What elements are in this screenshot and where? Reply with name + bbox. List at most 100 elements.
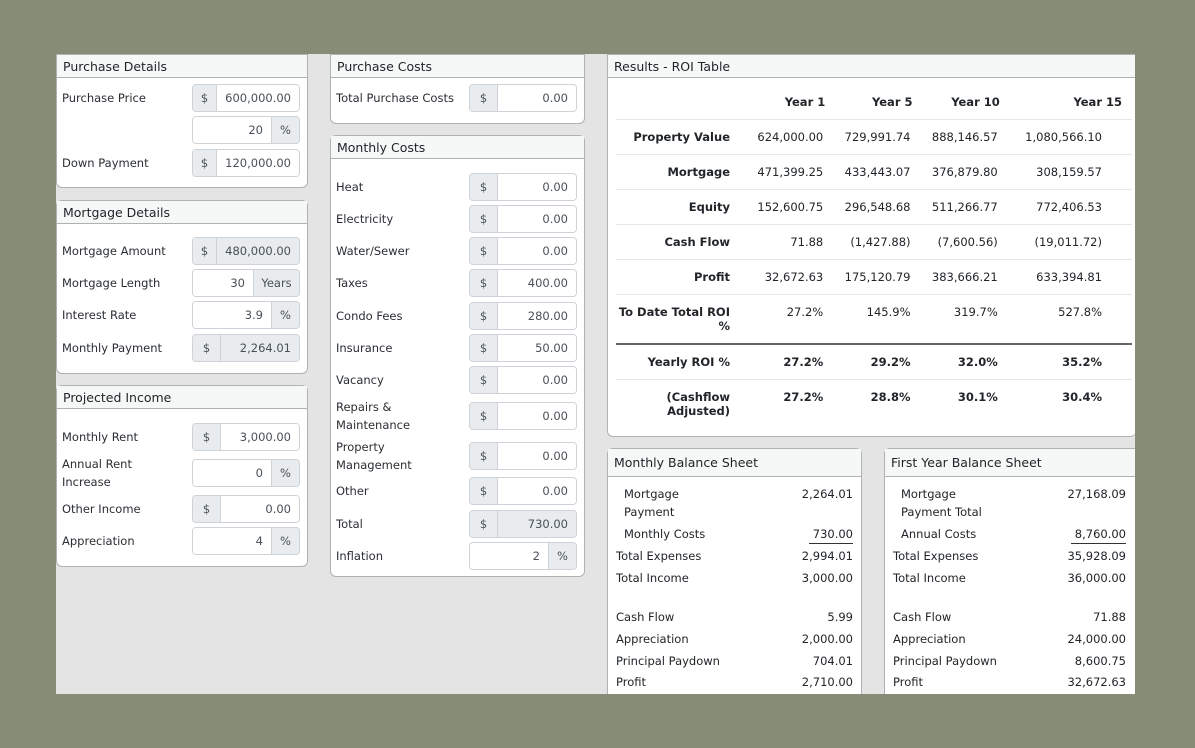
principal-paydown-value: 704.01 (812, 654, 853, 668)
down-payment-label: Down Payment (62, 156, 149, 170)
condo-fees-input[interactable]: $280.00 (469, 302, 577, 330)
roi-results-card: Results - ROI Table Year 1 Year 5 Year 1… (607, 54, 1135, 437)
other-income-input[interactable]: $ 0.00 (192, 495, 300, 523)
purchase-price-input[interactable]: $ 600,000.00 (192, 84, 300, 112)
profit-label: Profit (893, 675, 923, 689)
dollar-prefix: $ (193, 85, 218, 111)
insurance-input[interactable]: $50.00 (469, 334, 577, 362)
taxes-label: Taxes (336, 276, 368, 290)
cash-flow-value: 71.88 (1093, 610, 1126, 624)
dollar-prefix: $ (470, 174, 498, 200)
mortgage-payment-total-label: Mortgage Payment Total (901, 487, 982, 519)
table-cell: 28.8% (831, 378, 919, 429)
principal-paydown-value: 8,600.75 (1074, 654, 1126, 668)
vacancy-value[interactable]: 0.00 (498, 367, 576, 393)
row-label: Yearly ROI % (616, 343, 744, 379)
projected-income-card: Projected Income Monthly Rent $ 3,000.00… (56, 385, 308, 567)
mortgage-amount-label: Mortgage Amount (62, 244, 166, 258)
water-sewer-input[interactable]: $0.00 (469, 237, 577, 265)
other-cost-value[interactable]: 0.00 (498, 478, 576, 504)
taxes-value[interactable]: 400.00 (498, 270, 576, 296)
table-row: Mortgage 471,399.25 433,443.07 376,879.8… (616, 153, 1132, 189)
repairs-maintenance-value[interactable]: 0.00 (498, 403, 576, 429)
table-row: Profit 32,672.63 175,120.79 383,666.21 6… (616, 258, 1132, 294)
dollar-prefix: $ (193, 150, 218, 176)
appreciation-label: Appreciation (616, 632, 689, 646)
down-payment-percent-input[interactable]: 20 % (192, 116, 300, 144)
property-management-value[interactable]: 0.00 (498, 443, 576, 469)
other-cost-label: Other (336, 484, 369, 498)
profit-value: 2,710.00 (801, 675, 853, 689)
vacancy-input[interactable]: $0.00 (469, 366, 577, 394)
condo-fees-value[interactable]: 280.00 (498, 303, 576, 329)
repairs-maintenance-input[interactable]: $0.00 (469, 402, 577, 430)
roi-header-year15: Year 15 (1073, 94, 1122, 109)
percent-suffix: % (271, 460, 299, 486)
table-cell: 29.2% (831, 343, 919, 379)
table-row: Equity 152,600.75 296,548.68 511,266.77 … (616, 188, 1132, 224)
cash-flow-label: Cash Flow (893, 610, 952, 624)
heat-input[interactable]: $0.00 (469, 173, 577, 201)
annual-costs-label: Annual Costs (901, 527, 977, 541)
table-cell: 1,080,566.10 (1005, 118, 1132, 154)
heat-value[interactable]: 0.00 (498, 174, 576, 200)
electricity-input[interactable]: $0.00 (469, 205, 577, 233)
water-sewer-value[interactable]: 0.00 (498, 238, 576, 264)
annual-rent-increase-value[interactable]: 0 (193, 460, 271, 486)
mortgage-payment-value: 2,264.01 (801, 487, 853, 501)
inflation-input[interactable]: 2 % (469, 542, 577, 570)
roi-header-year5: Year 5 (871, 94, 913, 109)
monthly-rent-value[interactable]: 3,000.00 (221, 424, 299, 450)
mortgage-length-input[interactable]: 30 Years (192, 269, 300, 297)
table-cell: 888,146.57 (918, 118, 1006, 154)
appreciation-input[interactable]: 4 % (192, 527, 300, 555)
first-year-balance-card: First Year Balance Sheet Mortgage Paymen… (884, 448, 1135, 694)
taxes-input[interactable]: $400.00 (469, 269, 577, 297)
dollar-prefix: $ (470, 335, 498, 361)
mortgage-length-value[interactable]: 30 (193, 270, 253, 296)
profit-value: 32,672.63 (1067, 675, 1126, 689)
years-suffix: Years (253, 270, 299, 296)
dollar-prefix: $ (470, 367, 498, 393)
down-payment-percent-value[interactable]: 20 (193, 117, 271, 143)
total-purchase-costs-label: Total Purchase Costs (336, 91, 454, 105)
table-cell: 27.2% (744, 343, 832, 379)
roi-header-year10: Year 10 (951, 94, 1000, 109)
total-expenses-label: Total Expenses (893, 549, 979, 563)
principal-paydown-label: Principal Paydown (893, 654, 997, 668)
insurance-value[interactable]: 50.00 (498, 335, 576, 361)
interest-rate-input[interactable]: 3.9 % (192, 301, 300, 329)
electricity-value[interactable]: 0.00 (498, 206, 576, 232)
other-income-value[interactable]: 0.00 (221, 496, 299, 522)
table-cell: 175,120.79 (831, 258, 919, 294)
total-purchase-costs-value[interactable]: 0.00 (498, 85, 576, 111)
table-cell: 30.4% (1005, 378, 1132, 429)
down-payment-input[interactable]: $ 120,000.00 (192, 149, 300, 177)
dollar-prefix: $ (470, 511, 498, 537)
annual-costs-value: 8,760.00 (1070, 525, 1126, 544)
purchase-price-value[interactable]: 600,000.00 (217, 85, 299, 111)
table-cell: (19,011.72) (1005, 223, 1132, 259)
purchase-costs-card: Purchase Costs Total Purchase Costs $ 0.… (330, 54, 585, 124)
total-cost-label: Total (336, 517, 363, 531)
monthly-payment-field: $ 2,264.01 (192, 334, 300, 362)
annual-rent-increase-input[interactable]: 0 % (192, 459, 300, 487)
row-label: Profit (616, 258, 744, 294)
appreciation-value[interactable]: 4 (193, 528, 271, 554)
first-year-balance-title: First Year Balance Sheet (885, 449, 1135, 477)
condo-fees-label: Condo Fees (336, 309, 403, 323)
property-management-input[interactable]: $0.00 (469, 442, 577, 470)
dollar-prefix: $ (193, 424, 221, 450)
total-purchase-costs-input[interactable]: $ 0.00 (469, 84, 577, 112)
water-sewer-label: Water/Sewer (336, 244, 410, 258)
other-cost-input[interactable]: $0.00 (469, 477, 577, 505)
total-cost-value: 730.00 (498, 511, 576, 537)
other-income-label: Other Income (62, 502, 141, 516)
inflation-value[interactable]: 2 (470, 543, 548, 569)
monthly-rent-label: Monthly Rent (62, 430, 139, 444)
roi-table: Year 1 Year 5 Year 10 Year 15 Property V… (616, 85, 1132, 429)
interest-rate-value[interactable]: 3.9 (193, 302, 271, 328)
down-payment-value[interactable]: 120,000.00 (217, 150, 299, 176)
monthly-costs-value: 730.00 (808, 525, 853, 544)
monthly-rent-input[interactable]: $ 3,000.00 (192, 423, 300, 451)
